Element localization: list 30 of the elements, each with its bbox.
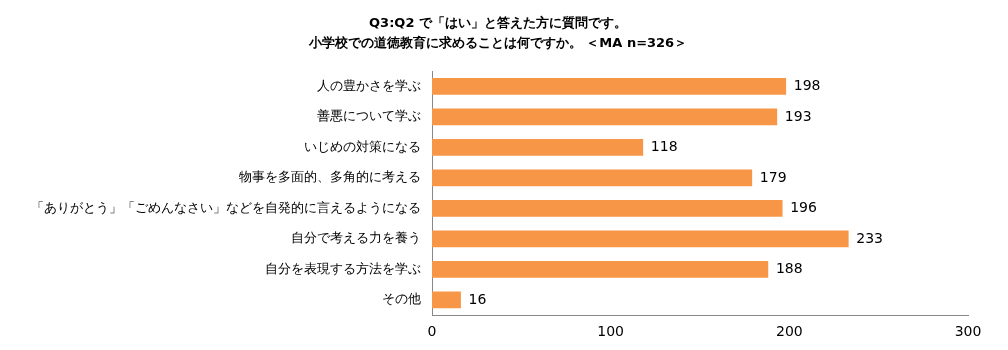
y-tick-label: 物事を多面的、多角的に考える <box>239 169 421 185</box>
y-tick-label: その他 <box>382 291 421 307</box>
data-label: 198 <box>793 77 821 94</box>
x-tick-label: 200 <box>775 323 803 340</box>
y-tick-label: 人の豊かさを学ぶ <box>317 77 421 93</box>
x-tick-label: 100 <box>597 323 625 340</box>
data-label: 196 <box>790 199 817 216</box>
x-tick-label: 300 <box>954 323 982 340</box>
y-tick-label: 「ありがとう」「ごめんなさい」などを自発的に言えるようになる <box>31 199 421 215</box>
bar <box>432 78 787 95</box>
bar <box>432 200 783 217</box>
chart-subtitle: 小学校での道徳教育に求めることは何ですか。 ＜MA n=326＞ <box>307 34 688 50</box>
y-tick-label: 自分を表現する方法を学ぶ <box>265 260 421 276</box>
data-label: 188 <box>775 260 803 277</box>
y-tick-label: 善悪について学ぶ <box>317 108 421 124</box>
bar <box>432 108 778 126</box>
y-tick-label: いじめの対策になる <box>304 138 421 154</box>
bar <box>432 291 461 309</box>
data-label: 179 <box>759 168 787 185</box>
chart-title: Q3:Q2 で「はい」と答えた方に質問です。 <box>369 15 627 31</box>
data-label: 16 <box>468 290 487 307</box>
data-label: 233 <box>856 229 884 246</box>
data-label: 118 <box>650 138 678 155</box>
x-tick-label: 0 <box>427 323 437 340</box>
data-label: 193 <box>784 107 812 124</box>
y-tick-label: 自分で考える力を養う <box>291 230 421 246</box>
bar <box>432 169 753 187</box>
bar <box>432 230 849 248</box>
bar <box>432 261 769 278</box>
bar <box>432 139 644 156</box>
